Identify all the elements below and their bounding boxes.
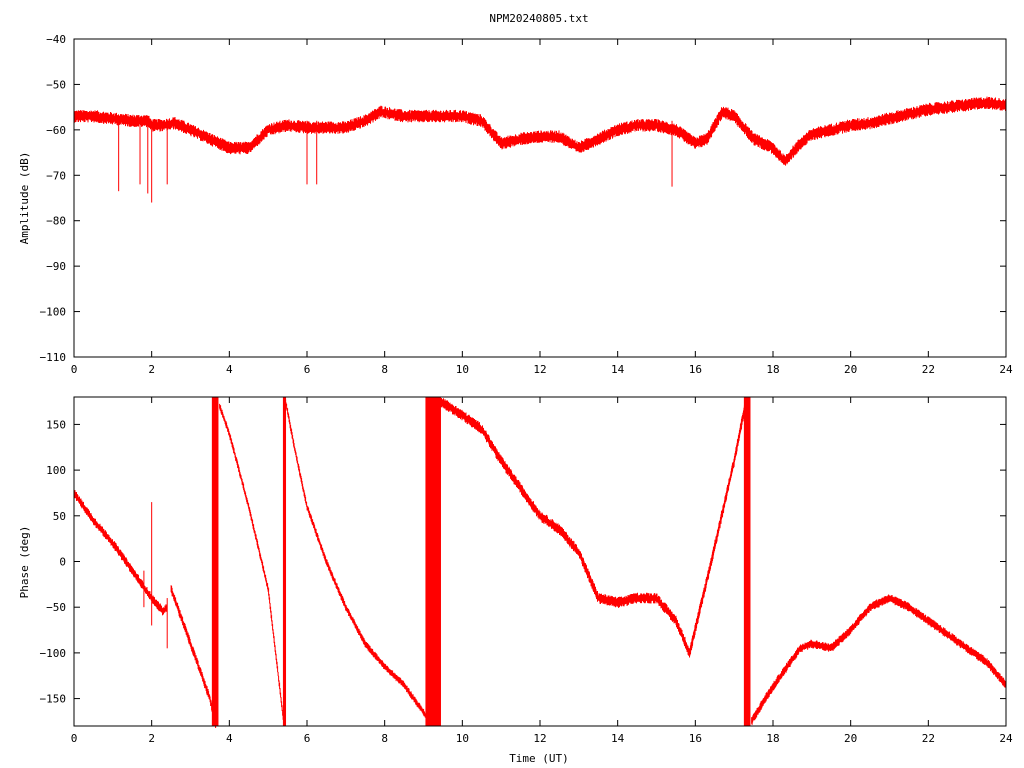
amplitude-x-ticks: 0 2 4 6 8 10 12 14 16 18 20 22 24 (71, 39, 1013, 376)
amplitude-ytick-label: −70 (46, 169, 66, 182)
phase-ytick-label: −100 (40, 647, 67, 660)
phase-xtick-label: 24 (999, 732, 1013, 745)
amplitude-xtick-label: 20 (844, 363, 857, 376)
phase-xtick-label: 6 (304, 732, 311, 745)
amplitude-ytick-label: −100 (40, 306, 67, 319)
phase-series-segment (73, 490, 168, 616)
phase-y-ticks: −150 −100 −50 0 50 100 150 (40, 418, 1006, 706)
amplitude-xtick-label: 18 (766, 363, 779, 376)
phase-xtick-label: 16 (689, 732, 702, 745)
phase-wrap-band (425, 397, 441, 726)
amplitude-ytick-label: −40 (46, 33, 66, 46)
phase-xtick-label: 12 (533, 732, 546, 745)
phase-trace (73, 397, 1007, 728)
phase-series-segment (440, 397, 746, 658)
amplitude-xtick-label: 2 (148, 363, 155, 376)
amplitude-y-ticks: −110 −100 −90 −80 −70 −60 −50 −40 (40, 33, 1006, 364)
phase-xtick-label: 0 (71, 732, 78, 745)
phase-ytick-label: −50 (46, 601, 66, 614)
phase-ytick-label: 150 (46, 418, 66, 431)
phase-xtick-label: 2 (148, 732, 155, 745)
amplitude-ytick-label: −60 (46, 124, 66, 137)
phase-wrap-band (211, 397, 219, 726)
phase-xtick-label: 14 (611, 732, 625, 745)
amplitude-ytick-label: −90 (46, 260, 66, 273)
phase-xtick-label: 4 (226, 732, 233, 745)
phase-xtick-label: 22 (922, 732, 935, 745)
amplitude-xtick-label: 16 (689, 363, 702, 376)
phase-xtick-label: 20 (844, 732, 857, 745)
phase-ytick-label: 50 (53, 510, 66, 523)
amplitude-xtick-label: 8 (381, 363, 388, 376)
amplitude-ytick-label: −50 (46, 78, 66, 91)
chart-title: NPM20240805.txt (489, 12, 588, 25)
amplitude-plot-frame (73, 38, 1007, 358)
phase-ytick-label: 100 (46, 464, 66, 477)
amplitude-xtick-label: 6 (304, 363, 311, 376)
amplitude-trace (73, 96, 1007, 203)
amplitude-y-axis-label: Amplitude (dB) (18, 152, 31, 245)
phase-series-segment (170, 585, 217, 728)
amplitude-xtick-label: 14 (611, 363, 625, 376)
amplitude-xtick-label: 0 (71, 363, 78, 376)
amplitude-series-line (73, 96, 1007, 166)
phase-wrap-band (282, 397, 287, 726)
phase-xtick-label: 18 (766, 732, 779, 745)
phase-ytick-label: 0 (59, 556, 66, 569)
amplitude-xtick-label: 24 (999, 363, 1013, 376)
amplitude-xtick-label: 12 (533, 363, 546, 376)
amplitude-ytick-label: −110 (40, 351, 67, 364)
phase-series-segment (219, 403, 285, 724)
amplitude-ytick-label: −80 (46, 215, 66, 228)
amplitude-xtick-label: 10 (456, 363, 469, 376)
phase-x-ticks: 0 2 4 6 8 10 12 14 16 18 20 22 24 (71, 397, 1013, 745)
amplitude-xtick-label: 4 (226, 363, 233, 376)
time-x-axis-label: Time (UT) (509, 752, 569, 765)
phase-series-segment (285, 399, 432, 726)
phase-xtick-label: 8 (381, 732, 388, 745)
phase-series-segment (751, 594, 1007, 725)
phase-ytick-label: −150 (40, 693, 67, 706)
phase-xtick-label: 10 (456, 732, 469, 745)
amplitude-panel: −110−100−90−80−70−60−50−40 0 2 4 6 8 10 12 14 16… (18, 33, 1013, 376)
phase-wrap-band (743, 397, 751, 726)
phase-y-axis-label: Phase (deg) (18, 526, 31, 599)
amplitude-xtick-label: 22 (922, 363, 935, 376)
